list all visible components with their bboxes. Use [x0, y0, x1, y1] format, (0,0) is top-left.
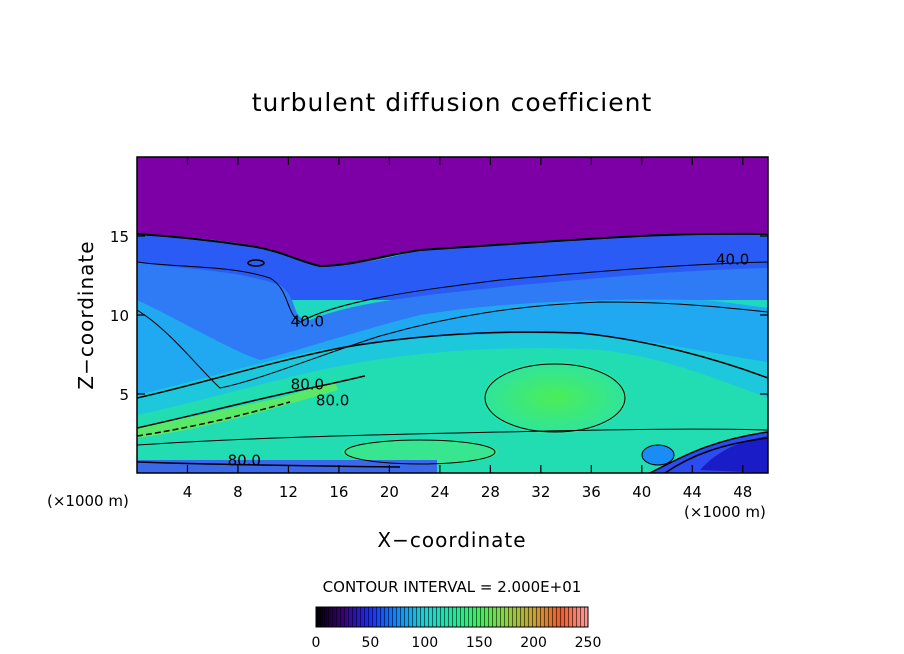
- colorbar-ticks: 0 50 100 150 200 250: [312, 635, 602, 651]
- x-tick-label: 40: [632, 483, 651, 501]
- y-tick-label: 15: [110, 228, 129, 246]
- y-axis: 5 10 15: [110, 228, 768, 404]
- contour-label: 80.0: [291, 376, 324, 394]
- x-tick-label: 48: [733, 483, 752, 501]
- colorbar-tick-label: 250: [575, 635, 602, 651]
- x-tick-label: 16: [329, 483, 348, 501]
- contour-interval-label: CONTOUR INTERVAL = 2.000E+01: [323, 578, 582, 596]
- colorbar-tick-label: 200: [520, 635, 547, 651]
- contour-lines: [137, 232, 768, 473]
- colorbar-tick-label: 150: [466, 635, 493, 651]
- x-unit-right: (×1000 m): [684, 503, 766, 521]
- colorbar-tick-label: 50: [361, 635, 379, 651]
- y-axis-label: Z−coordinate: [74, 240, 98, 389]
- x-tick-label: 24: [430, 483, 449, 501]
- x-tick-label: 12: [279, 483, 298, 501]
- colorbar-frame: [315, 606, 589, 628]
- contour-label: 40.0: [291, 312, 324, 330]
- contour-label: 80.0: [316, 391, 349, 409]
- x-axis: 4 8 12 16 20 24 28 32 36 40 44 48: [183, 157, 752, 501]
- x-tick-label: 20: [380, 483, 399, 501]
- colorbar-stripes: [316, 607, 588, 627]
- y-tick-label: 10: [110, 307, 129, 325]
- contour-label-group: 40.040.080.080.080.0: [228, 251, 750, 470]
- colorbar-tick-label: 0: [312, 635, 321, 651]
- x-tick-label: 8: [233, 483, 243, 501]
- contour-label: 80.0: [228, 451, 261, 469]
- x-tick-label: 4: [183, 483, 193, 501]
- x-tick-label: 32: [531, 483, 550, 501]
- colorbar-tick-label: 100: [411, 635, 438, 651]
- x-unit-left: (×1000 m): [47, 492, 129, 510]
- x-tick-label: 36: [582, 483, 601, 501]
- chart-title: turbulent diffusion coefficient: [252, 88, 653, 117]
- contour-label: 40.0: [716, 251, 749, 269]
- x-tick-label: 28: [481, 483, 500, 501]
- y-tick-label: 5: [119, 386, 129, 404]
- x-axis-label: X−coordinate: [377, 528, 526, 552]
- heatmap-field: [137, 157, 768, 473]
- x-tick-label: 44: [683, 483, 702, 501]
